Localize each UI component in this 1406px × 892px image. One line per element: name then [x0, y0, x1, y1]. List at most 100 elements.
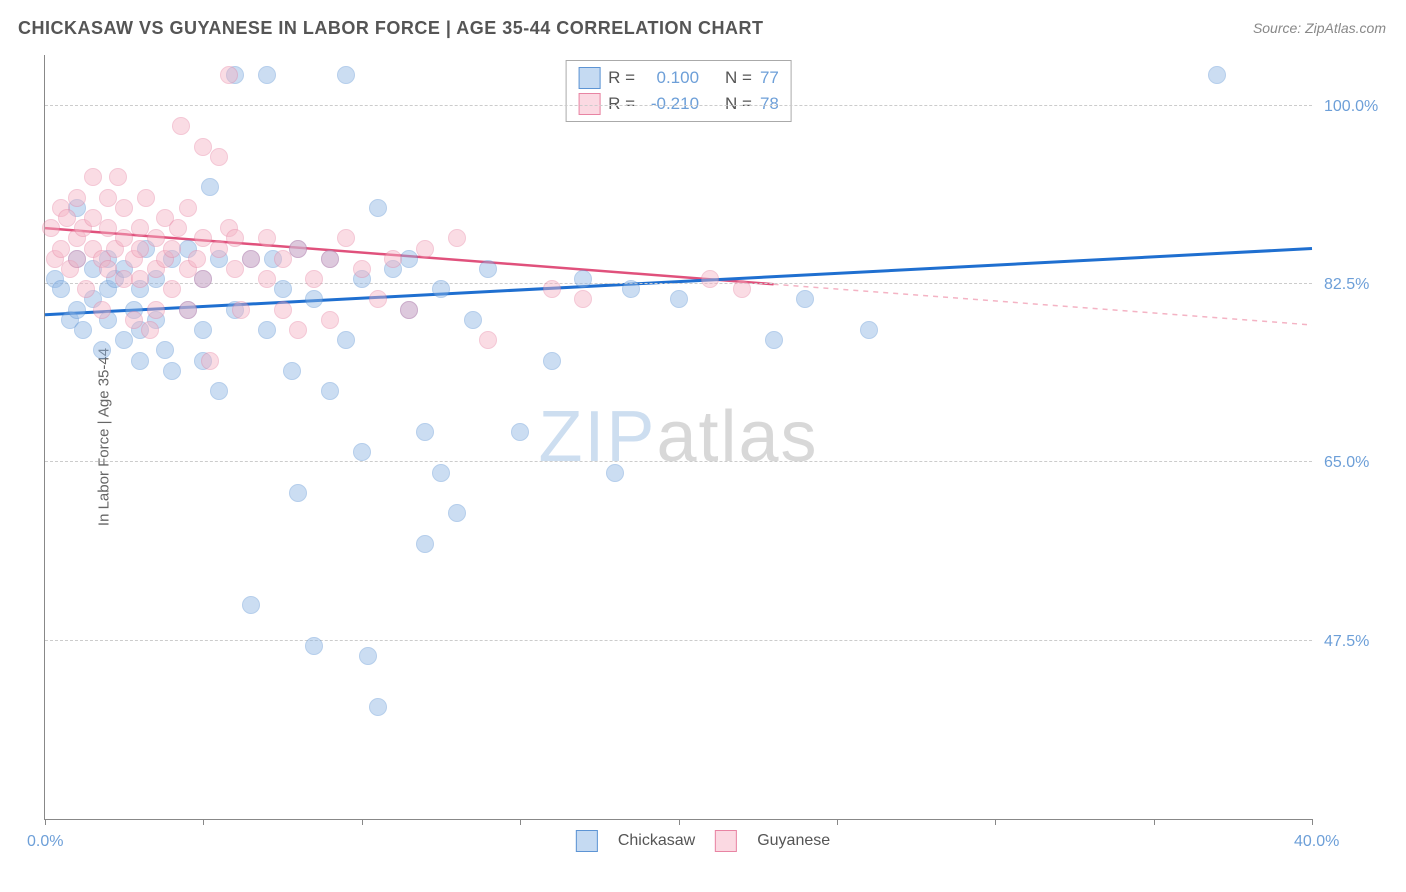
- scatter-point: [321, 382, 339, 400]
- scatter-point: [125, 311, 143, 329]
- scatter-point: [109, 168, 127, 186]
- xtick: [1154, 819, 1155, 825]
- scatter-point: [99, 189, 117, 207]
- scatter-point: [384, 250, 402, 268]
- scatter-point: [416, 240, 434, 258]
- xtick: [995, 819, 996, 825]
- legend-label: Guyanese: [757, 832, 830, 850]
- scatter-point: [765, 331, 783, 349]
- r-label: R =: [608, 68, 635, 88]
- xtick-label: 40.0%: [1294, 833, 1339, 851]
- legend-swatch: [715, 830, 737, 852]
- source-label: Source: ZipAtlas.com: [1253, 20, 1386, 36]
- scatter-point: [52, 280, 70, 298]
- scatter-point: [274, 301, 292, 319]
- scatter-point: [258, 270, 276, 288]
- scatter-point: [201, 178, 219, 196]
- scatter-point: [860, 321, 878, 339]
- scatter-point: [68, 301, 86, 319]
- scatter-point: [194, 270, 212, 288]
- scatter-point: [353, 443, 371, 461]
- xtick: [45, 819, 46, 825]
- scatter-point: [163, 240, 181, 258]
- scatter-point: [353, 260, 371, 278]
- scatter-point: [289, 321, 307, 339]
- watermark-zip: ZIP: [538, 397, 656, 477]
- trendlines-svg: [45, 55, 1312, 819]
- gridline: [45, 105, 1312, 106]
- scatter-point: [416, 423, 434, 441]
- scatter-point: [305, 290, 323, 308]
- scatter-point: [131, 240, 149, 258]
- scatter-point: [99, 219, 117, 237]
- scatter-point: [701, 270, 719, 288]
- scatter-point: [232, 301, 250, 319]
- chart-title: CHICKASAW VS GUYANESE IN LABOR FORCE | A…: [18, 18, 763, 39]
- scatter-point: [369, 698, 387, 716]
- scatter-point: [622, 280, 640, 298]
- series-legend: Chickasaw Guyanese: [576, 830, 830, 852]
- scatter-point: [137, 189, 155, 207]
- scatter-point: [74, 321, 92, 339]
- scatter-point: [194, 229, 212, 247]
- scatter-point: [163, 280, 181, 298]
- scatter-point: [543, 352, 561, 370]
- xtick: [837, 819, 838, 825]
- scatter-point: [115, 229, 133, 247]
- scatter-point: [400, 250, 418, 268]
- scatter-point: [93, 341, 111, 359]
- scatter-point: [574, 270, 592, 288]
- scatter-point: [242, 596, 260, 614]
- scatter-point: [156, 341, 174, 359]
- scatter-point: [416, 535, 434, 553]
- scatter-point: [321, 250, 339, 268]
- ytick-label: 65.0%: [1324, 454, 1394, 472]
- scatter-point: [210, 382, 228, 400]
- xtick: [203, 819, 204, 825]
- scatter-point: [147, 229, 165, 247]
- scatter-point: [201, 352, 219, 370]
- scatter-point: [274, 280, 292, 298]
- scatter-point: [84, 168, 102, 186]
- r-value: 0.100: [643, 68, 699, 88]
- scatter-point: [359, 647, 377, 665]
- scatter-point: [479, 331, 497, 349]
- scatter-point: [305, 270, 323, 288]
- scatter-point: [305, 637, 323, 655]
- n-value: 77: [760, 68, 779, 88]
- ytick-label: 100.0%: [1324, 98, 1394, 116]
- scatter-point: [432, 464, 450, 482]
- watermark-atlas: atlas: [656, 397, 818, 477]
- scatter-point: [210, 240, 228, 258]
- scatter-point: [369, 199, 387, 217]
- scatter-point: [194, 138, 212, 156]
- scatter-point: [242, 250, 260, 268]
- legend-label: Chickasaw: [618, 832, 695, 850]
- scatter-point: [115, 331, 133, 349]
- scatter-point: [52, 240, 70, 258]
- ytick-label: 47.5%: [1324, 633, 1394, 651]
- scatter-point: [172, 117, 190, 135]
- scatter-point: [179, 301, 197, 319]
- gridline: [45, 461, 1312, 462]
- scatter-point: [147, 301, 165, 319]
- scatter-point: [84, 209, 102, 227]
- scatter-point: [511, 423, 529, 441]
- scatter-point: [274, 250, 292, 268]
- scatter-point: [448, 504, 466, 522]
- chart-container: CHICKASAW VS GUYANESE IN LABOR FORCE | A…: [0, 0, 1406, 892]
- legend-row: R =0.100N =77: [578, 65, 779, 91]
- scatter-point: [258, 66, 276, 84]
- trendline: [774, 284, 1312, 325]
- scatter-point: [289, 484, 307, 502]
- gridline: [45, 640, 1312, 641]
- scatter-point: [115, 199, 133, 217]
- scatter-point: [321, 311, 339, 329]
- scatter-point: [283, 362, 301, 380]
- scatter-point: [258, 321, 276, 339]
- scatter-point: [1208, 66, 1226, 84]
- y-axis-label: In Labor Force | Age 35-44: [96, 348, 113, 526]
- scatter-point: [796, 290, 814, 308]
- scatter-point: [289, 240, 307, 258]
- scatter-point: [58, 209, 76, 227]
